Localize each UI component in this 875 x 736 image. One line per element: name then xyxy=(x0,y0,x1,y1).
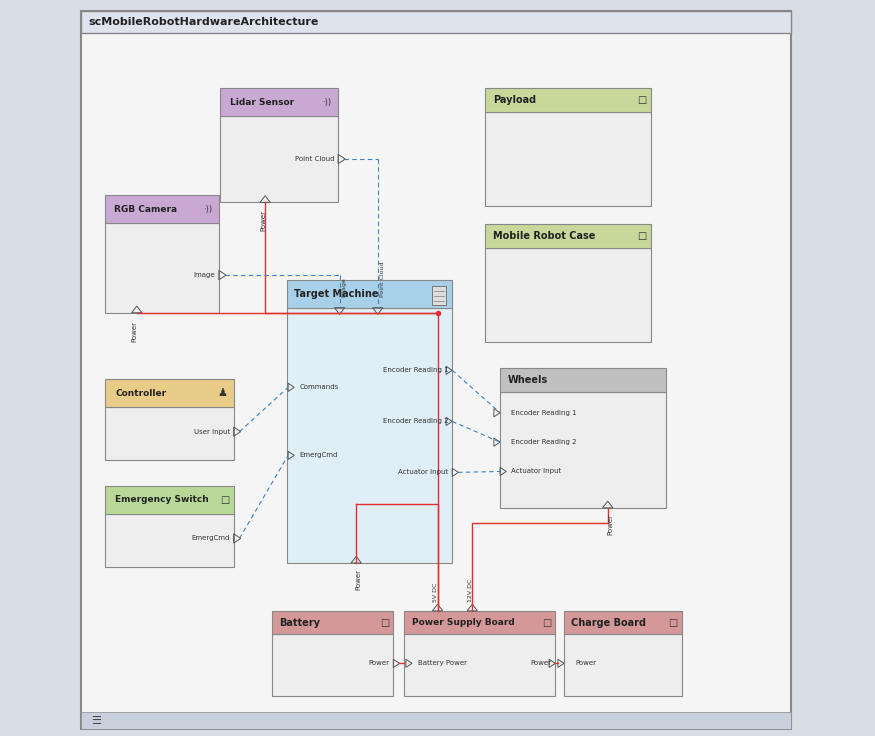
Text: Target Machine: Target Machine xyxy=(294,289,379,299)
FancyBboxPatch shape xyxy=(105,379,234,407)
FancyBboxPatch shape xyxy=(272,611,394,634)
Text: Image: Image xyxy=(193,272,215,278)
Text: ·)): ·)) xyxy=(323,98,332,107)
FancyBboxPatch shape xyxy=(500,368,666,392)
Text: ·)): ·)) xyxy=(203,205,213,213)
FancyBboxPatch shape xyxy=(500,392,666,508)
Text: Encoder Reading 2: Encoder Reading 2 xyxy=(383,418,449,425)
Text: EmergCmd: EmergCmd xyxy=(192,535,230,542)
Text: □: □ xyxy=(668,618,677,628)
FancyBboxPatch shape xyxy=(80,712,791,729)
Text: User Input: User Input xyxy=(193,428,230,435)
FancyBboxPatch shape xyxy=(105,407,234,460)
Text: □: □ xyxy=(638,231,647,241)
Text: Wheels: Wheels xyxy=(507,375,548,385)
Text: Battery: Battery xyxy=(279,618,320,628)
Text: □: □ xyxy=(220,495,229,505)
Text: EmergCmd: EmergCmd xyxy=(300,453,339,459)
FancyBboxPatch shape xyxy=(486,248,651,342)
FancyBboxPatch shape xyxy=(486,224,651,248)
Text: □: □ xyxy=(638,95,647,105)
Text: Power: Power xyxy=(131,321,137,342)
FancyBboxPatch shape xyxy=(272,634,394,696)
Text: Controller: Controller xyxy=(116,389,166,397)
Text: ♟: ♟ xyxy=(218,388,228,398)
FancyBboxPatch shape xyxy=(486,88,651,112)
Text: Actuator Input: Actuator Input xyxy=(511,469,562,475)
FancyBboxPatch shape xyxy=(105,514,234,567)
Text: Payload: Payload xyxy=(493,95,536,105)
Text: Charge Board: Charge Board xyxy=(571,618,647,628)
Text: Power: Power xyxy=(607,514,612,534)
Text: ☰: ☰ xyxy=(92,715,102,726)
Text: scMobileRobotHardwareArchitecture: scMobileRobotHardwareArchitecture xyxy=(88,17,318,27)
FancyBboxPatch shape xyxy=(105,223,219,313)
Text: Point Cloud: Point Cloud xyxy=(295,156,334,162)
Text: □: □ xyxy=(380,618,389,628)
FancyBboxPatch shape xyxy=(564,634,682,696)
Text: Power: Power xyxy=(368,660,389,666)
FancyBboxPatch shape xyxy=(105,486,234,514)
Text: 12V DC: 12V DC xyxy=(467,578,472,602)
Text: Commands: Commands xyxy=(300,384,340,390)
Text: Power: Power xyxy=(530,660,551,666)
FancyBboxPatch shape xyxy=(80,11,791,729)
FancyBboxPatch shape xyxy=(431,286,446,305)
Text: Power: Power xyxy=(260,210,266,231)
Text: Power Supply Board: Power Supply Board xyxy=(412,618,514,627)
Text: Power: Power xyxy=(575,660,596,666)
Text: Lidar Sensor: Lidar Sensor xyxy=(230,98,294,107)
Text: Battery Power: Battery Power xyxy=(417,660,466,666)
Text: Image: Image xyxy=(342,277,346,297)
Text: Encoder Reading 2: Encoder Reading 2 xyxy=(511,439,577,445)
Text: 5V DC: 5V DC xyxy=(433,583,438,602)
Text: Emergency Switch: Emergency Switch xyxy=(116,495,209,504)
FancyBboxPatch shape xyxy=(105,195,219,223)
FancyBboxPatch shape xyxy=(287,308,452,563)
Text: Encoder Reading 1: Encoder Reading 1 xyxy=(383,367,449,373)
FancyBboxPatch shape xyxy=(287,280,452,308)
FancyBboxPatch shape xyxy=(80,11,791,33)
FancyBboxPatch shape xyxy=(404,634,556,696)
FancyBboxPatch shape xyxy=(220,88,338,116)
Text: □: □ xyxy=(542,618,551,628)
FancyBboxPatch shape xyxy=(220,116,338,202)
Text: Point Cloud: Point Cloud xyxy=(380,261,385,297)
FancyBboxPatch shape xyxy=(486,112,651,206)
Text: Actuator Input: Actuator Input xyxy=(398,470,449,475)
Text: Mobile Robot Case: Mobile Robot Case xyxy=(493,231,595,241)
FancyBboxPatch shape xyxy=(564,611,682,634)
Text: Encoder Reading 1: Encoder Reading 1 xyxy=(511,410,577,416)
FancyBboxPatch shape xyxy=(404,611,556,634)
Text: Power: Power xyxy=(355,569,361,590)
Text: RGB Camera: RGB Camera xyxy=(114,205,177,213)
